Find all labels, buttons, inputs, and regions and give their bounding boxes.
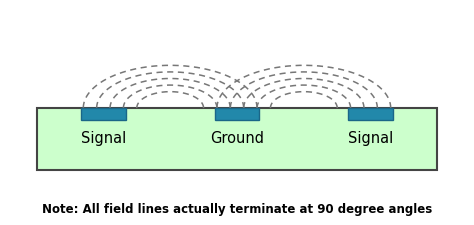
Bar [36,108,438,170]
Bar [81,108,126,119]
Text: Signal: Signal [81,131,126,146]
Bar [348,108,393,119]
Bar [215,108,259,119]
Text: Ground: Ground [210,131,264,146]
Text: Signal: Signal [348,131,393,146]
Text: Note: All field lines actually terminate at 90 degree angles: Note: All field lines actually terminate… [42,203,432,216]
